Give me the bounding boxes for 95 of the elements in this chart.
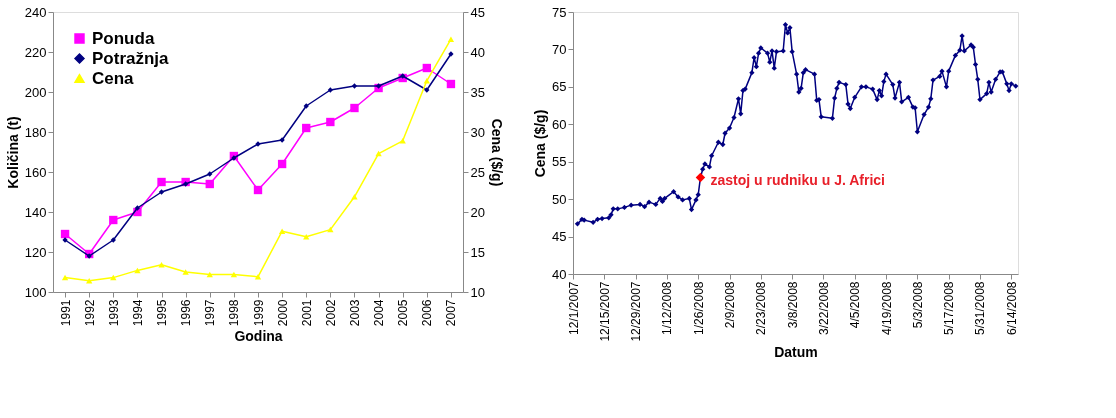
y-tick-label: 100 <box>24 284 47 300</box>
y2-tick-label: 20 <box>470 204 485 220</box>
y-tick-label: 160 <box>24 164 47 180</box>
y-axis-title: Količina (t) <box>4 116 21 189</box>
x-tick-label: 6/14/2008 <box>1004 281 1019 335</box>
point <box>86 278 93 284</box>
y2-tick-label: 40 <box>470 44 485 60</box>
x-tick-label: 3/22/2008 <box>816 281 831 335</box>
y-tick-label: 65 <box>552 79 567 95</box>
point <box>351 194 358 200</box>
x-tick-label: 1/12/2008 <box>660 281 675 335</box>
y2-tick-label: 45 <box>470 4 485 20</box>
point <box>326 117 335 127</box>
x-tick-label: 4/5/2008 <box>848 281 863 329</box>
y-tick-label: 140 <box>24 204 47 220</box>
legend-label: Ponuda <box>92 28 155 48</box>
x-tick-label: 1997 <box>203 299 218 327</box>
point <box>157 177 166 187</box>
point <box>375 83 382 89</box>
point <box>447 36 455 42</box>
x-tick-label: 2005 <box>396 299 411 327</box>
y-tick-label: 70 <box>552 41 567 57</box>
y2-axis-title: Cena ($/g) <box>488 118 505 187</box>
y-tick-label: 220 <box>24 44 47 60</box>
point <box>254 274 262 280</box>
y-axis-title: Cena ($/g) <box>532 109 549 178</box>
point <box>446 79 456 89</box>
y-tick-label: 120 <box>24 244 47 260</box>
x-tick-label: 5/31/2008 <box>973 281 988 335</box>
point <box>206 271 213 278</box>
point <box>253 185 263 195</box>
x-tick-label: 1991 <box>58 299 73 327</box>
x-tick-label: 12/15/2007 <box>597 281 612 342</box>
y-tick-label: 240 <box>24 4 47 20</box>
point <box>183 181 189 187</box>
x-tick-label: 1/26/2008 <box>691 281 706 335</box>
x-tick-label: 1993 <box>106 299 121 327</box>
x-tick-label: 1998 <box>227 299 242 327</box>
legend-label: Potražnja <box>92 48 170 68</box>
y-tick-label: 50 <box>552 191 567 207</box>
x-tick-label: 2007 <box>444 299 459 327</box>
x-tick-label: 1994 <box>130 299 145 327</box>
y-tick-label: 60 <box>552 116 567 132</box>
point <box>60 229 70 239</box>
point <box>350 103 359 113</box>
point <box>278 228 286 234</box>
y-tick-label: 200 <box>24 84 47 100</box>
point <box>302 123 311 133</box>
point <box>277 159 287 169</box>
point <box>351 83 358 89</box>
x-tick-label: 3/8/2008 <box>785 281 800 329</box>
x-tick-label: 1992 <box>82 299 97 327</box>
y2-tick-label: 25 <box>470 164 485 180</box>
x-tick-label: 1999 <box>251 299 266 327</box>
y2-tick-label: 35 <box>470 84 485 100</box>
x-tick-label: 2001 <box>299 299 314 327</box>
x-tick-label: 2000 <box>275 299 290 327</box>
y2-tick-label: 30 <box>470 124 485 140</box>
point <box>182 269 189 275</box>
x-tick-label: 2/23/2008 <box>754 281 769 335</box>
point <box>422 63 432 73</box>
x-tick-label: 5/17/2008 <box>942 281 957 335</box>
point <box>134 267 141 274</box>
x-tick-label: 2006 <box>420 299 435 327</box>
y2-tick-label: 15 <box>470 244 485 260</box>
x-tick-label: 2/9/2008 <box>723 281 738 329</box>
x-tick-label: 2004 <box>372 299 387 327</box>
x-tick-label: 2003 <box>347 299 362 327</box>
legend-label: Cena <box>92 68 135 88</box>
point <box>158 262 165 268</box>
x-axis-title: Godina <box>234 328 283 345</box>
y-tick-label: 55 <box>552 154 567 170</box>
point <box>375 150 382 157</box>
x-tick-label: 12/1/2007 <box>566 281 581 335</box>
x-tick-label: 12/29/2007 <box>629 281 644 342</box>
y-tick-label: 40 <box>552 266 567 282</box>
y-tick-label: 180 <box>24 124 47 140</box>
y-tick-label: 75 <box>552 4 567 20</box>
point <box>399 138 406 144</box>
point <box>303 234 310 240</box>
x-tick-label: 2002 <box>323 299 338 327</box>
x-axis-title: Datum <box>774 343 818 360</box>
point <box>158 189 165 195</box>
y2-tick-label: 10 <box>470 284 485 300</box>
point <box>230 271 238 278</box>
x-tick-label: 4/19/2008 <box>879 281 894 335</box>
point <box>423 78 430 84</box>
annotation: zastoj u rudniku u J. Africi <box>710 172 885 189</box>
x-tick-label: 1996 <box>179 299 194 327</box>
x-tick-label: 5/3/2008 <box>910 281 925 329</box>
y-tick-label: 45 <box>552 229 567 245</box>
point <box>205 179 214 189</box>
point <box>109 215 118 225</box>
x-tick-label: 1995 <box>155 299 170 327</box>
point <box>134 205 141 211</box>
